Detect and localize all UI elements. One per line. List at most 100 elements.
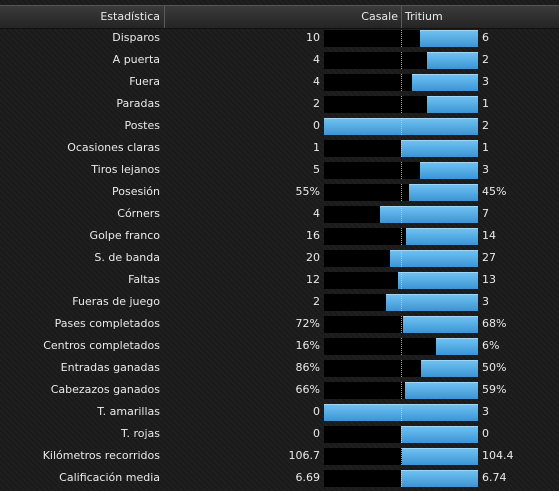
away-share-fill [421,360,478,377]
midpoint-marker [401,316,402,333]
away-share-fill [397,272,478,289]
away-value: 0 [482,427,489,440]
stat-label: Entradas ganadas [60,361,160,374]
stats-header: Estadística Casale Tritium [0,5,559,29]
stat-label: T. amarillas [97,405,160,418]
away-value: 68% [482,317,507,330]
comparison-bar [324,316,478,333]
home-value: 0 [313,405,320,418]
midpoint-marker [401,382,402,399]
away-share-fill [426,52,478,69]
midpoint-marker [401,360,402,377]
home-value: 4 [313,207,320,220]
header-divider [164,6,165,28]
comparison-bar [324,184,478,201]
stat-label: Córners [117,207,160,220]
home-value: 72% [295,317,320,330]
away-value: 27 [482,251,496,264]
stat-label: T. rojas [121,427,160,440]
midpoint-marker [401,470,402,487]
stat-row: Ocasiones claras 1 1 [0,137,559,159]
away-share-fill [400,470,478,487]
midpoint-marker [401,96,402,113]
header-away-team[interactable]: Tritium [405,10,443,23]
home-value: 55% [295,185,320,198]
comparison-bar [324,30,478,47]
away-value: 50% [482,361,507,374]
home-value: 16 [306,229,320,242]
home-value: 10 [306,31,320,44]
header-home-team[interactable]: Casale [361,10,398,23]
comparison-bar [324,140,478,157]
home-value: 4 [313,53,320,66]
away-value: 1 [482,97,489,110]
stat-label: Posesión [112,185,160,198]
midpoint-marker [401,30,402,47]
away-share-fill [385,294,478,311]
comparison-bar [324,338,478,355]
away-value: 3 [482,75,489,88]
home-value: 1 [313,141,320,154]
midpoint-marker [401,228,402,245]
away-value: 3 [482,295,489,308]
away-value: 1 [482,141,489,154]
stat-label: S. de banda [94,251,160,264]
stat-row: T. amarillas 0 3 [0,401,559,423]
home-value: 2 [313,295,320,308]
midpoint-marker [401,294,402,311]
midpoint-marker [401,404,402,421]
midpoint-marker [401,52,402,69]
away-share-fill [408,184,478,201]
away-share-fill [389,250,478,267]
stat-row: Pases completados 72% 68% [0,313,559,335]
stat-row: Paradas 2 1 [0,93,559,115]
stat-row: Faltas 12 13 [0,269,559,291]
comparison-bar [324,404,478,421]
away-share-fill [406,228,478,245]
comparison-bar [324,272,478,289]
away-share-fill [426,96,478,113]
home-value: 12 [306,273,320,286]
stat-label: Faltas [128,273,160,286]
stat-row: Kilómetros recorridos 106.7 104.4 [0,445,559,467]
stat-row: Tiros lejanos 5 3 [0,159,559,181]
comparison-bar [324,52,478,69]
away-value: 13 [482,273,496,286]
away-share-fill [435,338,478,355]
midpoint-marker [401,426,402,443]
midpoint-marker [401,338,402,355]
comparison-bar [324,426,478,443]
away-value: 6% [482,339,500,352]
header-stat-label[interactable]: Estadística [100,10,160,23]
stat-label: Disparos [112,31,160,44]
midpoint-marker [401,448,402,465]
home-value: 2 [313,97,320,110]
stat-row: S. de banda 20 27 [0,247,559,269]
stat-label: Calificación media [59,471,160,484]
home-value: 20 [306,251,320,264]
away-value: 2 [482,119,489,132]
home-value: 66% [295,383,320,396]
stat-label: Ocasiones claras [67,141,160,154]
midpoint-marker [401,118,402,135]
comparison-bar [324,162,478,179]
home-value: 5 [313,163,320,176]
away-value: 45% [482,185,507,198]
away-share-fill [405,382,478,399]
comparison-bar [324,470,478,487]
stat-row: Fuera 4 3 [0,71,559,93]
stat-row: Calificación media 6.69 6.74 [0,467,559,489]
comparison-bar [324,228,478,245]
away-share-fill [380,206,478,223]
stat-label: Kilómetros recorridos [42,449,160,462]
comparison-bar [324,360,478,377]
stat-label: Cabezazos ganados [50,383,160,396]
home-value: 0 [313,427,320,440]
midpoint-marker [401,140,402,157]
stat-label: Tiros lejanos [91,163,160,176]
away-value: 14 [482,229,496,242]
away-value: 7 [482,207,489,220]
stat-label: Fueras de juego [72,295,160,308]
comparison-bar [324,294,478,311]
away-share-fill [401,426,478,443]
